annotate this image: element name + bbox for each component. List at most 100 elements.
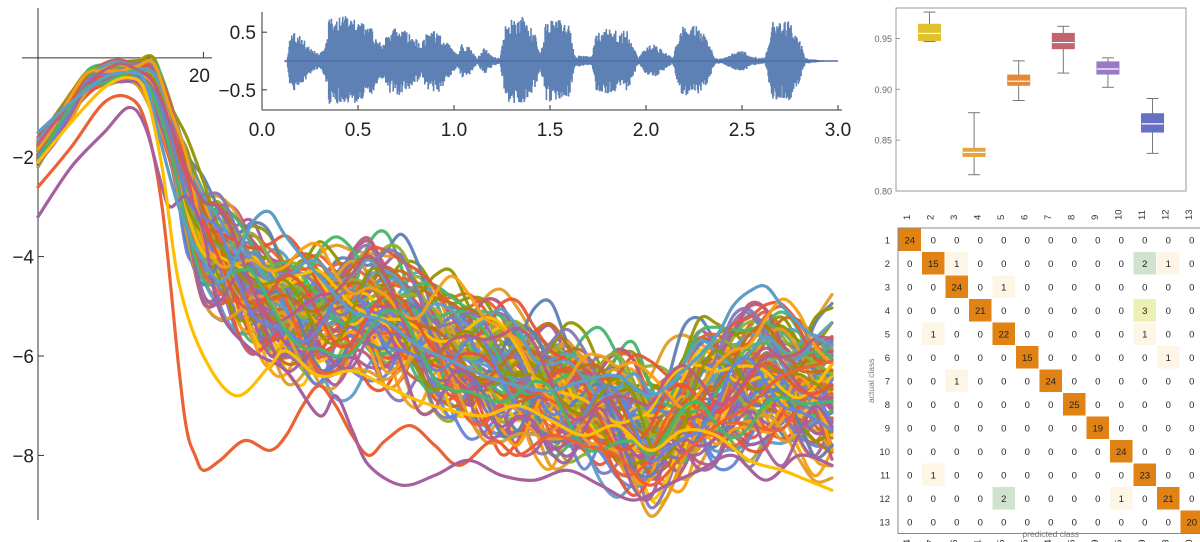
cell-value: 0 <box>1048 494 1053 505</box>
cell-value: 0 <box>907 353 912 364</box>
column-total: 25 <box>1113 540 1124 542</box>
column-label: 7 <box>1043 215 1054 220</box>
x-tick-label: 0.5 <box>345 120 371 141</box>
cell-value: 0 <box>1166 423 1171 434</box>
matrix-cell <box>1180 510 1200 533</box>
cell-value: 0 <box>1095 376 1100 387</box>
accuracy-box-plot: 0.80 0.85 0.90 0.95 <box>874 7 1187 197</box>
cell-value: 0 <box>1189 376 1194 387</box>
cell-value: 0 <box>907 376 912 387</box>
matrix-cell <box>992 487 1015 510</box>
cell-value: 0 <box>1048 400 1053 411</box>
cell-value: 0 <box>1189 447 1194 458</box>
cell-value: 0 <box>1025 494 1030 505</box>
cell-value: 0 <box>1166 400 1171 411</box>
cell-value: 0 <box>1119 517 1124 528</box>
cell-value: 0 <box>907 517 912 528</box>
matrix-cell <box>1133 252 1156 275</box>
spectral-line-chart: −2 −4 −6 −8 20 <box>12 8 834 520</box>
cell-value: 0 <box>931 282 936 293</box>
box-body <box>1051 32 1075 50</box>
y-tick-label: −4 <box>12 248 34 269</box>
cell-value: 0 <box>1095 282 1100 293</box>
cell-value: 0 <box>1119 353 1124 364</box>
y-tick-label: −6 <box>12 347 34 368</box>
cell-value: 0 <box>907 259 912 270</box>
y-tick-label: −0.5 <box>218 81 256 102</box>
row-label: 2 <box>885 259 890 270</box>
cell-value: 0 <box>954 494 959 505</box>
cell-value: 0 <box>1095 494 1100 505</box>
row-label: 13 <box>879 517 890 528</box>
cell-value: 0 <box>1072 447 1077 458</box>
cell-value: 0 <box>1189 329 1194 340</box>
column-label: 9 <box>1090 215 1101 220</box>
y-tick-label: 0.90 <box>874 85 892 95</box>
matrix-cell <box>1063 393 1086 416</box>
cell-value: 0 <box>1001 400 1006 411</box>
cell-value: 24 <box>1045 376 1056 387</box>
cell-value: 0 <box>1189 282 1194 293</box>
matrix-cell <box>1133 463 1156 486</box>
cell-value: 0 <box>907 423 912 434</box>
cell-value: 0 <box>1048 517 1053 528</box>
cell-value: 0 <box>1001 517 1006 528</box>
y-tick-label: 0.5 <box>230 23 256 44</box>
cell-value: 24 <box>1116 447 1127 458</box>
cell-value: 0 <box>1142 376 1147 387</box>
cell-value: 0 <box>954 400 959 411</box>
highlight-series-line <box>36 105 834 502</box>
cell-value: 0 <box>1119 235 1124 246</box>
row-label: 9 <box>885 423 890 434</box>
cell-value: 0 <box>978 282 983 293</box>
box-5 <box>1096 57 1120 88</box>
cell-value: 0 <box>1166 306 1171 317</box>
cell-value: 0 <box>978 400 983 411</box>
cell-value: 0 <box>1095 447 1100 458</box>
row-label: 7 <box>885 376 890 387</box>
cell-value: 0 <box>1048 329 1053 340</box>
cell-value: 0 <box>1095 329 1100 340</box>
row-label: 5 <box>885 329 890 340</box>
cell-value: 1 <box>954 376 959 387</box>
cell-value: 0 <box>931 494 936 505</box>
box-4 <box>1051 25 1075 74</box>
cell-value: 0 <box>931 400 936 411</box>
cell-value: 0 <box>954 329 959 340</box>
cell-value: 1 <box>931 329 936 340</box>
cell-value: 0 <box>1072 259 1077 270</box>
row-label: 6 <box>885 353 890 364</box>
cell-value: 0 <box>1001 353 1006 364</box>
matrix-cell <box>1157 252 1180 275</box>
column-total: 26 <box>949 540 960 542</box>
matrix-cell <box>1133 299 1156 322</box>
y-tick-label: −8 <box>12 446 34 467</box>
cell-value: 0 <box>907 282 912 293</box>
cell-value: 0 <box>1142 494 1147 505</box>
matrix-cell <box>1110 487 1133 510</box>
column-total: 25 <box>1066 540 1077 542</box>
cell-value: 0 <box>1025 376 1030 387</box>
column-label: 3 <box>949 215 960 220</box>
cell-value: 0 <box>1072 306 1077 317</box>
cell-value: 0 <box>1095 306 1100 317</box>
cell-value: 0 <box>1001 470 1006 481</box>
plot-frame <box>895 7 1187 192</box>
column-total: 19 <box>1090 540 1101 542</box>
cell-value: 0 <box>1166 329 1171 340</box>
cell-value: 0 <box>978 517 983 528</box>
matrix-cell <box>945 369 968 392</box>
cell-value: 0 <box>1166 447 1171 458</box>
cell-value: 0 <box>1142 447 1147 458</box>
cell-value: 21 <box>1163 494 1174 505</box>
y-tick-label: 0.80 <box>874 187 892 197</box>
cell-value: 0 <box>1072 353 1077 364</box>
box-2 <box>962 112 986 176</box>
row-label: 11 <box>880 470 890 481</box>
cell-value: 0 <box>1166 282 1171 293</box>
cell-value: 1 <box>954 259 959 270</box>
cell-value: 0 <box>931 447 936 458</box>
x-tick-label: 1.0 <box>441 120 467 141</box>
cell-value: 2 <box>1142 259 1147 270</box>
column-total: 24 <box>1043 540 1054 542</box>
